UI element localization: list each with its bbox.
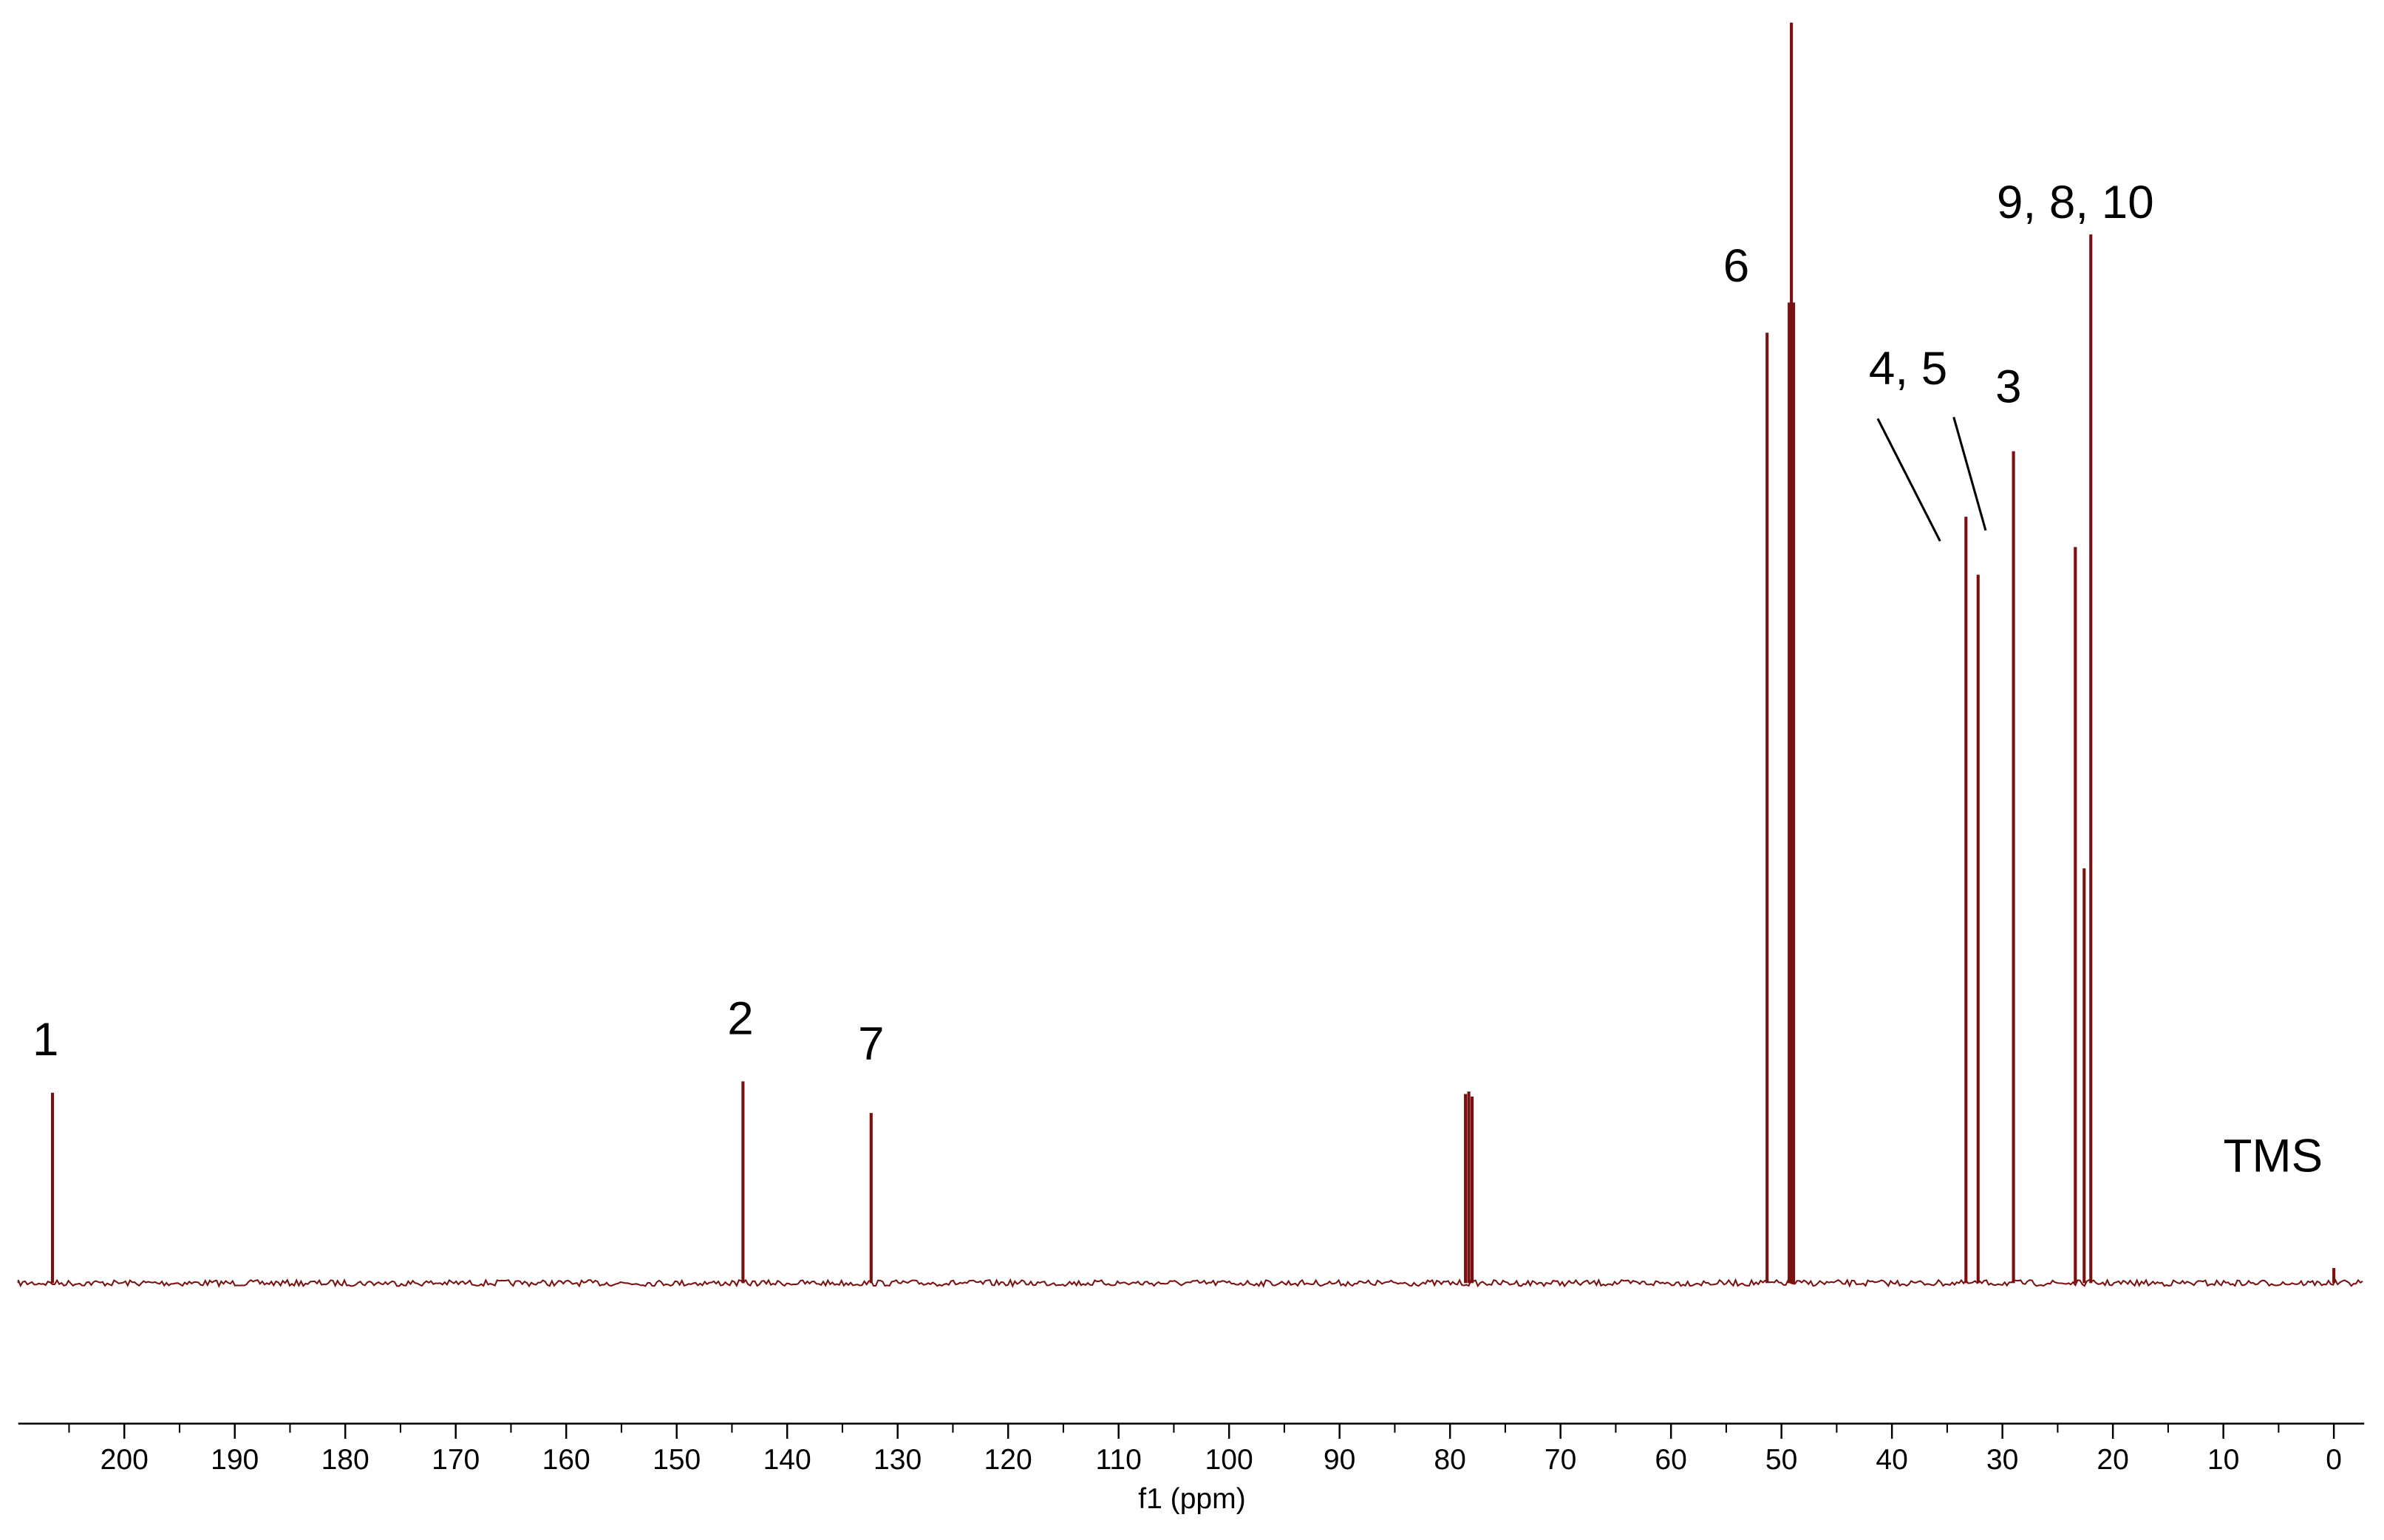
x-tick-label: 50 [1765,1444,1797,1476]
x-tick-label: 70 [1545,1444,1576,1476]
x-tick-label: 130 [873,1444,922,1476]
x-tick-label: 30 [1986,1444,2018,1476]
peak-annotation: 7 [858,1018,884,1070]
baseline-noise [17,1278,2363,1289]
x-tick-label: 170 [432,1444,480,1476]
x-tick-label: 200 [101,1444,149,1476]
x-tick-label: 60 [1655,1444,1686,1476]
peak-annotation: 3 [1995,361,2021,413]
x-tick-label: 110 [1096,1444,1142,1476]
x-tick-label: 90 [1324,1444,1355,1476]
x-tick-label: 160 [542,1444,590,1476]
x-tick-label: 140 [763,1444,811,1476]
x-tick-label: 150 [653,1444,701,1476]
x-tick-label: 100 [1205,1444,1253,1476]
x-tick-label: 180 [321,1444,369,1476]
x-tick-label: 80 [1434,1444,1465,1476]
peak-annotation: 2 [727,992,753,1044]
peak-annotation: 1 [33,1013,58,1066]
peak-annotation: TMS [2224,1130,2323,1182]
peak-annotation: 4, 5 [1869,342,1947,395]
leader-line [1876,418,1941,542]
peak-annotation: 9, 8, 10 [1997,176,2154,228]
x-tick-label: 0 [2326,1444,2342,1476]
x-tick-label: 120 [984,1444,1032,1476]
x-tick-label: 40 [1876,1444,1907,1476]
x-tick-label: 190 [211,1444,259,1476]
leader-line [1952,417,1987,531]
x-tick-label: 20 [2097,1444,2128,1476]
peak-annotation: 6 [1723,239,1749,292]
x-tick-label: 10 [2207,1444,2239,1476]
x-axis-label: f1 (ppm) [1138,1483,1246,1515]
